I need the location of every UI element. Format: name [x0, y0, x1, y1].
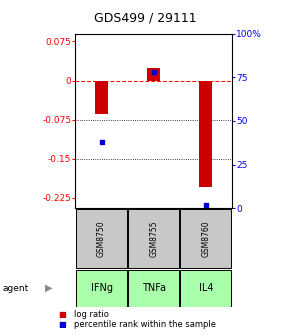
- Text: GSM8755: GSM8755: [149, 220, 158, 257]
- Text: ■: ■: [58, 310, 66, 319]
- Text: IL4: IL4: [199, 283, 213, 293]
- Text: GSM8760: GSM8760: [201, 220, 211, 257]
- Text: GDS499 / 29111: GDS499 / 29111: [94, 12, 196, 25]
- Text: TNFa: TNFa: [142, 283, 166, 293]
- Bar: [76, 209, 127, 268]
- Bar: [180, 269, 231, 307]
- Text: agent: agent: [3, 284, 29, 293]
- Text: ▶: ▶: [45, 283, 52, 293]
- Text: percentile rank within the sample: percentile rank within the sample: [74, 321, 216, 329]
- Bar: [199, 81, 212, 187]
- Text: log ratio: log ratio: [74, 310, 109, 319]
- Bar: [128, 269, 179, 307]
- Text: ■: ■: [58, 321, 66, 329]
- Bar: [128, 209, 179, 268]
- Bar: [95, 81, 108, 115]
- Bar: [180, 209, 231, 268]
- Bar: [76, 269, 127, 307]
- Text: GSM8750: GSM8750: [97, 220, 106, 257]
- Bar: [147, 68, 160, 81]
- Text: IFNg: IFNg: [90, 283, 113, 293]
